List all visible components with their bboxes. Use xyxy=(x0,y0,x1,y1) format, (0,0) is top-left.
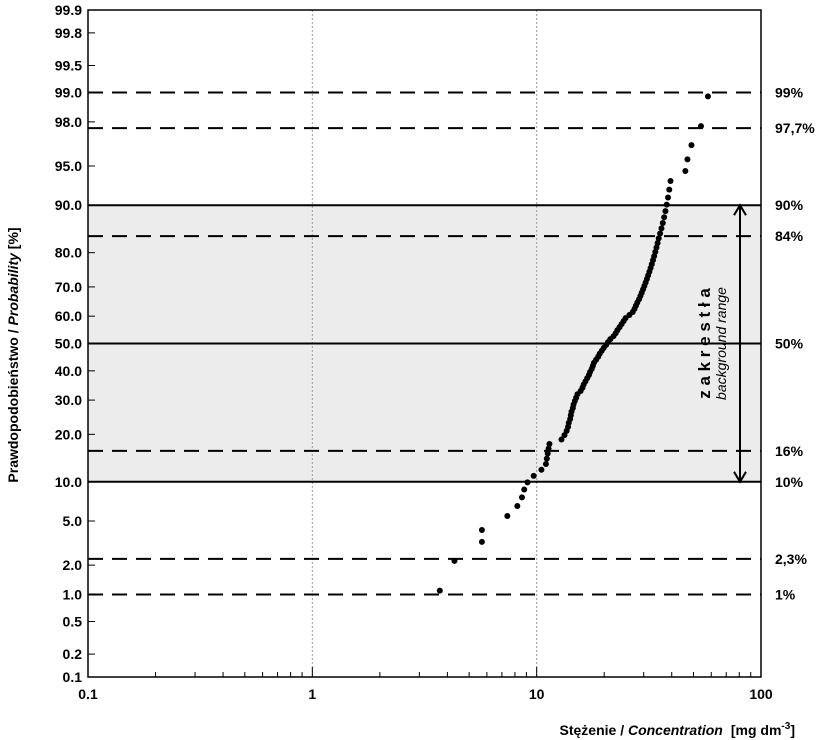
y-tick-label: 99.8 xyxy=(55,25,82,41)
y-tick-label: 0.1 xyxy=(63,669,83,685)
y-tick-label: 30.0 xyxy=(55,392,82,408)
data-point xyxy=(542,461,549,468)
reference-line-label: 10% xyxy=(775,474,804,490)
y-tick-label: 0.2 xyxy=(63,646,83,662)
y-tick-label: 2.0 xyxy=(63,557,83,573)
data-point xyxy=(514,503,521,510)
data-point xyxy=(655,235,662,242)
y-tick-label: 5.0 xyxy=(63,513,83,529)
data-point xyxy=(697,123,704,130)
x-tick-label: 100 xyxy=(749,686,773,702)
data-point xyxy=(543,455,550,462)
y-tick-label: 80.0 xyxy=(55,245,82,261)
y-tick-label: 70.0 xyxy=(55,279,82,295)
data-point xyxy=(658,225,665,232)
data-point xyxy=(544,450,551,457)
data-point xyxy=(688,142,695,149)
data-point xyxy=(682,168,689,175)
data-point xyxy=(662,208,669,215)
x-axis-title-unit-sup: -3 xyxy=(781,721,790,732)
reference-line-label: 99% xyxy=(775,84,804,100)
y-tick-label: 1.0 xyxy=(63,587,83,603)
reference-line-label: 2,3% xyxy=(775,551,807,567)
range-annotation: z a k r e s t ł a background range xyxy=(695,203,747,484)
reference-line-label: 90% xyxy=(775,197,804,213)
x-tick-label: 1 xyxy=(308,686,316,702)
x-tick-label: 0.1 xyxy=(78,686,98,702)
reference-line-label: 97,7% xyxy=(775,120,815,136)
y-tick-label: 60.0 xyxy=(55,308,82,324)
y-tick-label: 0.5 xyxy=(63,613,83,629)
data-point xyxy=(545,445,552,452)
x-axis-title: Stężenie / Concentration [mg dm-3] xyxy=(560,721,796,738)
data-point xyxy=(521,486,528,493)
data-point xyxy=(504,512,511,519)
y-tick-label: 99.0 xyxy=(55,84,82,100)
reference-line-label: 50% xyxy=(775,336,804,352)
range-arrow-head-bottom xyxy=(733,471,747,484)
y-axis-ticks: 0.1 0.2 0.5 1.0 2.0 5.0 10.0 20.0 30.0 40.0 50.0 60… xyxy=(55,2,95,685)
y-axis-title-text: Prawdopodobieństwo / xyxy=(5,325,21,482)
y-tick-label: 90.0 xyxy=(55,197,82,213)
data-point xyxy=(667,177,674,184)
data-point xyxy=(654,240,661,247)
data-point xyxy=(478,538,485,545)
data-point xyxy=(665,194,672,201)
x-tick-label: 10 xyxy=(529,686,545,702)
y-tick-label: 50.0 xyxy=(55,336,82,352)
x-axis-title-unit-end: ] xyxy=(790,722,795,738)
data-point xyxy=(684,156,691,163)
y-tick-label: 10.0 xyxy=(55,474,82,490)
data-point xyxy=(478,526,485,533)
data-point xyxy=(538,466,545,473)
data-point xyxy=(546,440,553,447)
data-point xyxy=(524,479,531,486)
reference-line-label: 1% xyxy=(775,587,796,603)
range-label: z a k r e s t ł a xyxy=(695,288,714,399)
data-point xyxy=(663,201,670,208)
reference-lines: 99% 97,7% 90% 84% 50% 16% 10% 2,3% 1% xyxy=(88,84,815,603)
data-points xyxy=(436,93,711,594)
x-axis-title-text: Stężenie / xyxy=(560,722,628,738)
data-point xyxy=(704,93,711,100)
reference-line-label: 16% xyxy=(775,443,804,459)
data-point xyxy=(653,244,660,251)
range-sublabel: background range xyxy=(713,287,729,400)
data-point xyxy=(436,587,443,594)
plot-frame xyxy=(87,9,762,678)
y-tick-label: 40.0 xyxy=(55,363,82,379)
y-tick-label: 95.0 xyxy=(55,158,82,174)
y-tick-label: 99.9 xyxy=(55,2,82,18)
data-point xyxy=(666,186,673,193)
reference-line-label: 84% xyxy=(775,228,804,244)
x-axis-title-unit: [mg dm xyxy=(731,722,782,738)
data-point xyxy=(558,436,565,443)
y-axis-title-unit: [%] xyxy=(5,227,21,253)
x-axis-title-italic: Concentration xyxy=(628,722,723,738)
y-axis-title-italic: Probability xyxy=(5,252,21,326)
y-tick-label: 99.5 xyxy=(55,58,82,74)
data-point xyxy=(661,214,668,221)
y-axis-title: Prawdopodobieństwo / Probability [%] xyxy=(5,227,21,482)
data-point xyxy=(659,219,666,226)
data-point xyxy=(518,494,525,501)
data-point xyxy=(451,557,458,564)
range-arrow-head-top xyxy=(733,203,747,216)
data-point xyxy=(657,230,664,237)
y-tick-label: 20.0 xyxy=(55,426,82,442)
data-point xyxy=(530,472,537,479)
y-tick-label: 98.0 xyxy=(55,114,82,130)
